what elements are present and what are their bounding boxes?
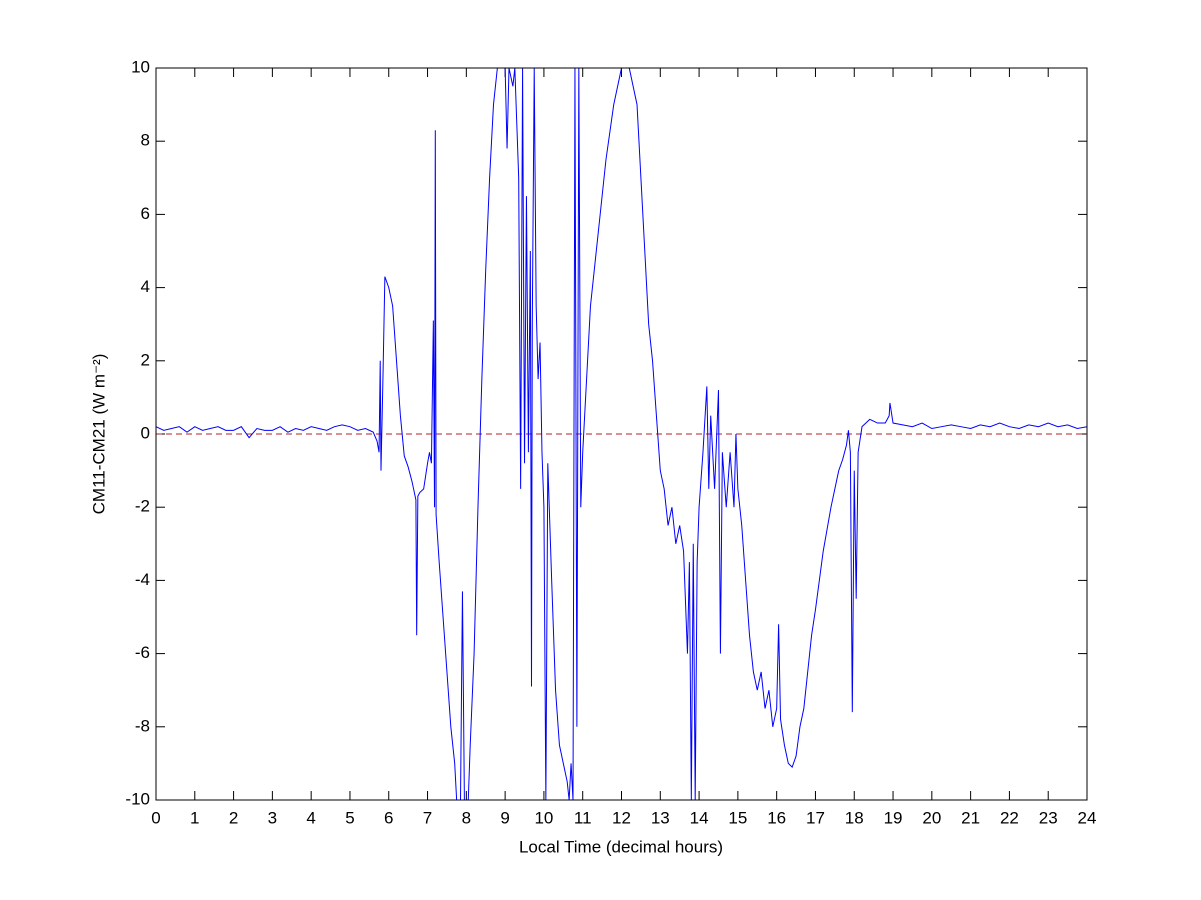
y-tick-label: -4 <box>135 570 150 589</box>
x-tick-label: 5 <box>345 808 354 827</box>
x-tick-label: 22 <box>1000 808 1019 827</box>
x-axis-label: Local Time (decimal hours) <box>519 837 723 856</box>
y-tick-label: 2 <box>141 350 150 369</box>
x-tick-label: 18 <box>845 808 864 827</box>
y-tick-label: -6 <box>135 643 150 662</box>
x-tick-label: 4 <box>306 808 315 827</box>
x-tick-label: 13 <box>651 808 670 827</box>
x-tick-label: 0 <box>151 808 160 827</box>
y-tick-label: 8 <box>141 131 150 150</box>
y-tick-label: 10 <box>131 57 150 76</box>
x-tick-label: 2 <box>229 808 238 827</box>
x-tick-label: 23 <box>1039 808 1058 827</box>
x-tick-label: 20 <box>922 808 941 827</box>
x-tick-label: 11 <box>574 808 592 827</box>
x-tick-label: 21 <box>961 808 980 827</box>
y-tick-label: 6 <box>141 204 150 223</box>
x-tick-label: 17 <box>806 808 825 827</box>
y-tick-label: -8 <box>135 716 150 735</box>
plot-area <box>156 68 1087 800</box>
x-tick-label: 19 <box>884 808 903 827</box>
x-tick-label: 15 <box>728 808 747 827</box>
x-tick-label: 1 <box>190 808 199 827</box>
x-tick-label: 8 <box>462 808 471 827</box>
plot-frame <box>155 67 1088 801</box>
x-tick-label: 7 <box>423 808 432 827</box>
x-tick-label: 14 <box>690 808 709 827</box>
y-tick-label: -10 <box>125 789 150 808</box>
x-tick-label: 12 <box>612 808 631 827</box>
x-tick-label: 16 <box>767 808 786 827</box>
data-line <box>156 68 1087 800</box>
x-tick-label: 3 <box>268 808 277 827</box>
x-tick-label: 6 <box>384 808 393 827</box>
y-tick-label: 0 <box>141 423 150 442</box>
y-axis-label: CM11-CM21 (W m⁻²) <box>89 354 108 515</box>
x-tick-label: 24 <box>1078 808 1097 827</box>
y-tick-label: 4 <box>141 277 150 296</box>
y-tick-label: -2 <box>135 497 150 516</box>
x-tick-label: 9 <box>500 808 509 827</box>
x-tick-label: 10 <box>534 808 553 827</box>
